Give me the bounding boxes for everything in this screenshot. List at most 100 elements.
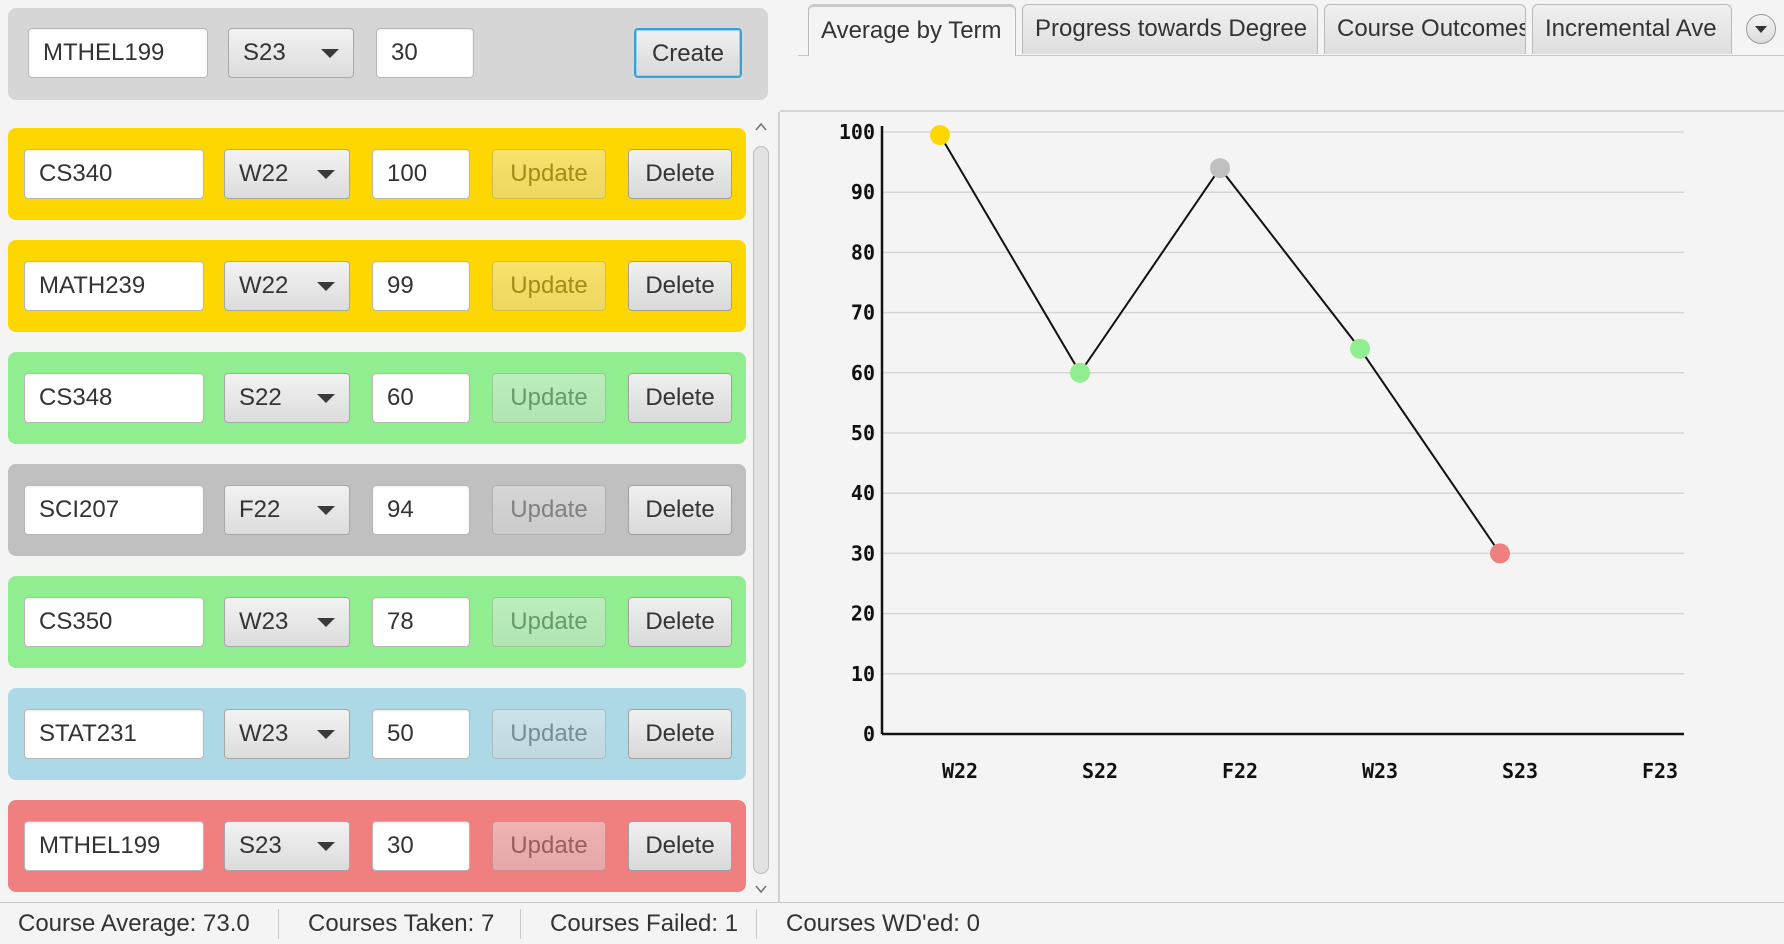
update-button[interactable]: Update [492,597,606,647]
course-term-select[interactable]: F22 [224,485,350,535]
chevron-down-icon [317,394,335,403]
update-button[interactable]: Update [492,149,606,199]
course-term-value: W23 [239,720,289,747]
y-tick-label: 60 [851,361,875,385]
create-course-form: MTHEL199 S23 30 Create [8,8,768,100]
tab-progress-towards-degree[interactable]: Progress towards Degree [1022,4,1318,54]
status-separator [756,909,757,939]
course-name-input[interactable]: CS350 [24,597,204,647]
data-point [1350,338,1370,359]
course-row: CS350 W23 78 Update Delete [8,576,746,668]
delete-button[interactable]: Delete [628,821,732,871]
scroll-thumb[interactable] [753,146,769,874]
new-course-input[interactable]: MTHEL199 [28,28,208,78]
update-button[interactable]: Update [492,709,606,759]
course-grade-input[interactable]: 60 [372,373,470,423]
series-line [939,134,1501,554]
course-term-select[interactable]: W23 [224,709,350,759]
course-term-value: S22 [239,384,282,411]
x-tick-label: S23 [1502,759,1538,783]
chevron-down-icon [317,282,335,291]
course-grade-input[interactable]: 78 [372,597,470,647]
create-button[interactable]: Create [634,28,742,78]
x-tick-label: F23 [1642,759,1678,783]
y-tick-label: 90 [851,180,875,204]
x-tick-label: W22 [942,759,978,783]
chevron-down-icon [317,842,335,851]
update-button[interactable]: Update [492,261,606,311]
course-list[interactable]: CS340 W22 100 Update Delete MATH239 W22 99 Updat… [0,112,778,900]
course-grade-input[interactable]: 94 [372,485,470,535]
delete-button[interactable]: Delete [628,597,732,647]
tab-overflow-button[interactable] [1746,14,1776,44]
course-term-select[interactable]: W22 [224,149,350,199]
course-grade-input[interactable]: 50 [372,709,470,759]
x-tick-label: W23 [1362,759,1398,783]
chart-tabs: Average by Term Progress towards Degree … [798,0,1784,56]
course-grade-input[interactable]: 30 [372,821,470,871]
course-row: SCI207 F22 94 Update Delete [8,464,746,556]
average-by-term-chart: 0 10 20 30 40 50 60 70 80 90 100 W22 S22 F22 W23 S23 F23 [839,120,1684,783]
tab-incremental-average[interactable]: Incremental Ave [1532,4,1732,54]
course-grade-input[interactable]: 99 [372,261,470,311]
chevron-down-icon [317,170,335,179]
data-point [930,125,950,146]
delete-button[interactable]: Delete [628,149,732,199]
chevron-down-icon [317,730,335,739]
course-term-value: S23 [239,832,282,859]
course-term-value: W22 [239,160,289,187]
status-course-average: Course Average: 73.0 [18,910,250,937]
scroll-up-icon[interactable] [754,120,768,134]
course-term-select[interactable]: S22 [224,373,350,423]
update-button[interactable]: Update [492,485,606,535]
course-row: CS340 W22 100 Update Delete [8,128,746,220]
chevron-down-icon [321,49,339,58]
course-name-input[interactable]: SCI207 [24,485,204,535]
y-tick-label: 10 [851,662,875,686]
scroll-down-icon[interactable] [754,882,768,896]
y-tick-label: 50 [851,421,875,445]
delete-button[interactable]: Delete [628,485,732,535]
course-term-select[interactable]: W22 [224,261,350,311]
course-term-value: W22 [239,272,289,299]
y-tick-label: 0 [863,722,875,746]
course-name-input[interactable]: MTHEL199 [24,821,204,871]
course-term-select[interactable]: W23 [224,597,350,647]
tab-course-outcomes[interactable]: Course Outcomes [1324,4,1526,54]
course-name-input[interactable]: CS348 [24,373,204,423]
update-button[interactable]: Update [492,373,606,423]
new-grade-input[interactable]: 30 [376,28,474,78]
status-separator [278,909,279,939]
course-list-scrollbar[interactable] [746,116,776,900]
status-courses-failed: Courses Failed: 1 [550,910,739,937]
course-grade-input[interactable]: 100 [372,149,470,199]
pane-divider[interactable] [778,112,780,902]
tab-content-divider [780,110,1784,112]
course-term-select[interactable]: S23 [224,821,350,871]
y-tick-label: 100 [839,120,875,144]
course-name-input[interactable]: STAT231 [24,709,204,759]
delete-button[interactable]: Delete [628,373,732,423]
chevron-down-icon [317,506,335,515]
y-tick-label: 30 [851,541,875,565]
status-courses-withdrawn: Courses WD'ed: 0 [786,910,980,937]
delete-button[interactable]: Delete [628,261,732,311]
update-button[interactable]: Update [492,821,606,871]
status-bar: Course Average: 73.0 Courses Taken: 7 Co… [0,902,1784,944]
course-name-input[interactable]: MATH239 [24,261,204,311]
status-separator [520,909,521,939]
y-tick-label: 70 [851,301,875,325]
x-tick-label: F22 [1222,759,1258,783]
delete-button[interactable]: Delete [628,709,732,759]
new-term-select[interactable]: S23 [228,28,354,78]
data-point [1490,543,1510,564]
tab-average-by-term[interactable]: Average by Term [808,4,1016,56]
y-tick-label: 20 [851,602,875,626]
status-courses-taken: Courses Taken: 7 [308,910,495,937]
y-tick-label: 80 [851,240,875,264]
course-row: CS348 S22 60 Update Delete [8,352,746,444]
course-name-input[interactable]: CS340 [24,149,204,199]
y-tick-label: 40 [851,481,875,505]
chevron-down-icon [317,618,335,627]
